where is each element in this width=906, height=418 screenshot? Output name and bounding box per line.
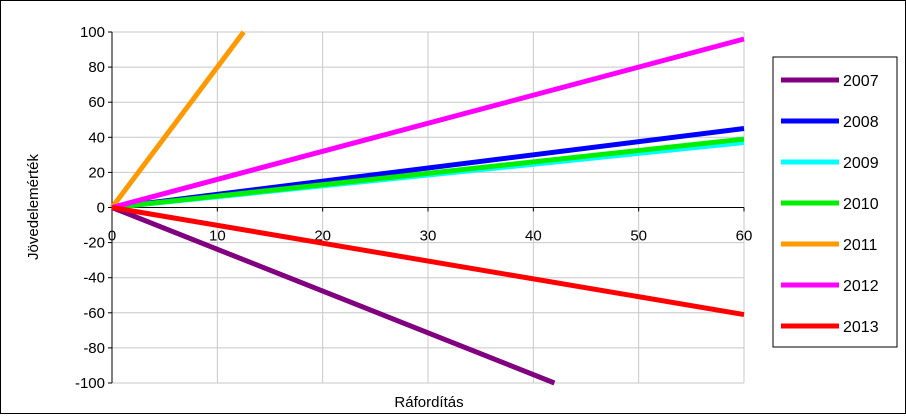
y-tick-label: -60 xyxy=(83,305,105,322)
y-tick-label: 80 xyxy=(88,59,105,76)
series-line-2013 xyxy=(111,205,745,318)
y-axis-label: Jövedelemérték xyxy=(25,154,42,260)
legend-label-2010: 2010 xyxy=(843,196,879,213)
legend: 2007 2008 2009 2010 2011 2012 2013 xyxy=(772,56,898,348)
y-tick-label: -20 xyxy=(83,235,105,252)
legend-label-2012: 2012 xyxy=(843,278,879,295)
x-tick-label: 30 xyxy=(420,228,437,245)
tick-labels: 0 10 20 30 40 50 60100806040200-20-40-60-80-10… xyxy=(75,24,752,392)
series-line-2010 xyxy=(111,136,745,210)
y-tick-label: -100 xyxy=(75,375,105,392)
x-tick-label: 40 xyxy=(525,228,542,245)
y-tick-label: 20 xyxy=(88,164,105,181)
legend-label-2013: 2013 xyxy=(843,319,879,336)
series-line-2011 xyxy=(110,30,246,210)
legend-label-2008: 2008 xyxy=(843,114,879,131)
legend-label-2011: 2011 xyxy=(843,237,878,254)
x-tick-label: 10 xyxy=(209,228,226,245)
legend-label-2009: 2009 xyxy=(843,155,879,172)
y-tick-label: -80 xyxy=(83,340,105,357)
series-line-2012 xyxy=(111,36,745,210)
y-tick-label: 100 xyxy=(80,24,105,41)
y-tick-label: 40 xyxy=(88,129,105,146)
x-tick-label: 60 xyxy=(736,228,753,245)
x-axis-label: Ráfordítás xyxy=(394,394,463,411)
legend-label-2007: 2007 xyxy=(843,73,879,90)
series-lines xyxy=(110,30,745,386)
y-tick-label: -40 xyxy=(83,270,105,287)
x-tick-label: 50 xyxy=(630,228,647,245)
y-tick-label: 60 xyxy=(88,94,105,111)
y-tick-label: 0 xyxy=(97,200,105,217)
x-tick-label: 0 xyxy=(108,228,116,245)
series-line-2007 xyxy=(111,205,556,386)
